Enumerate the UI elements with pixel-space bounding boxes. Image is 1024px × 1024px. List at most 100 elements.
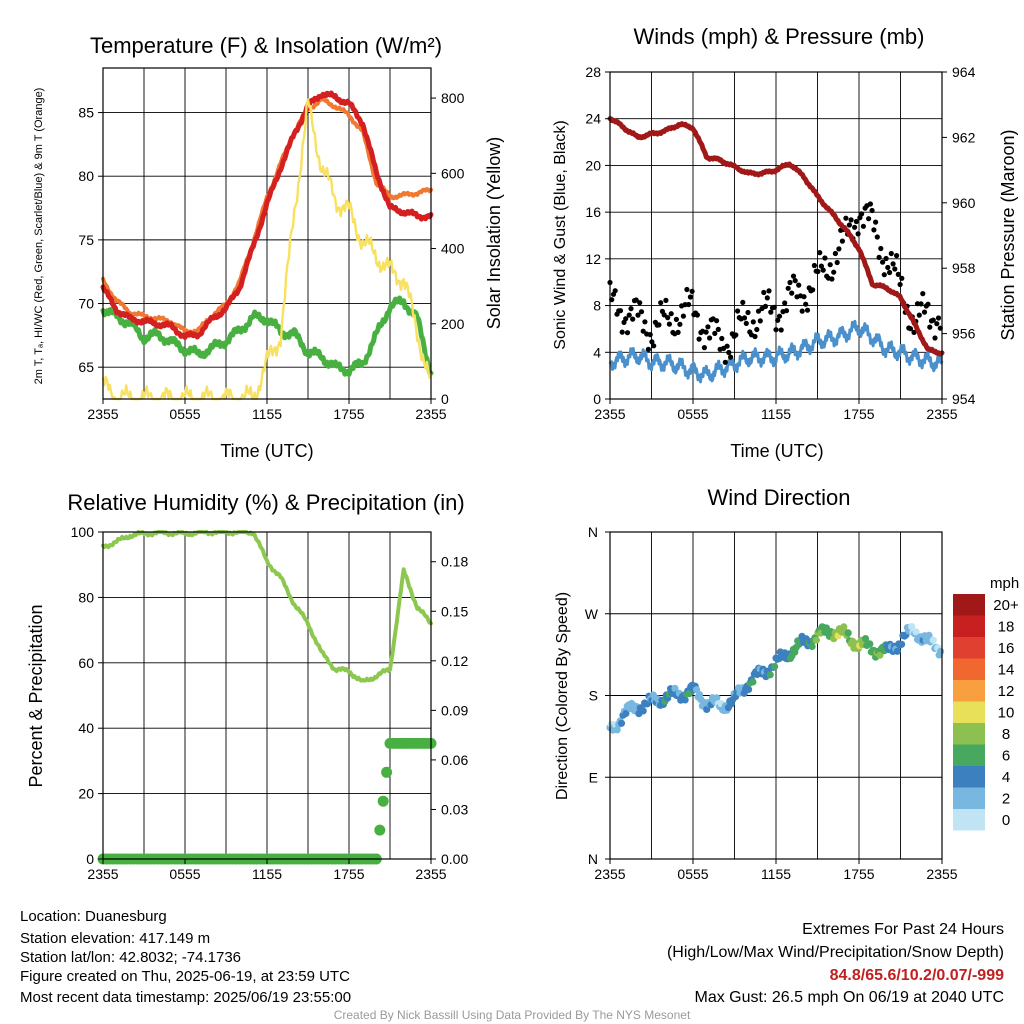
gust-point [684, 286, 690, 293]
gust-point [637, 300, 643, 306]
temperature-right-tick-label: 200 [441, 316, 465, 332]
wind-ticks: 2355 0555 1155 1755 235504812162024289549569… [585, 64, 975, 422]
latlon-text: Station lat/lon: 42.8032; -74.1736 [20, 949, 241, 966]
sonic-wind-line [608, 319, 944, 384]
gust-point [689, 288, 695, 294]
gust-point [801, 294, 807, 300]
legend-swatch [953, 615, 985, 637]
gust-point [867, 201, 874, 207]
gust-point [920, 291, 926, 297]
humidity-x-tick-label: 1155 [252, 866, 282, 882]
gust-point [612, 288, 618, 294]
gust-point [848, 217, 854, 223]
temperature-right-tick-label: 800 [441, 90, 465, 106]
wind-right-tick-label: 964 [952, 64, 976, 80]
gust-point [778, 327, 784, 333]
humidity-y-tick-label: 100 [71, 524, 95, 540]
gust-point [787, 279, 793, 286]
gust-point [907, 326, 914, 332]
gust-point [815, 268, 821, 275]
wind-y-tick-label: 20 [585, 157, 601, 173]
gust-point [773, 327, 779, 333]
direction-series [606, 623, 945, 734]
wind-y-tick-label: 8 [593, 298, 601, 314]
wind-right-tick-label: 960 [952, 195, 976, 211]
legend-label: 18 [998, 619, 1015, 636]
temperature-right-label: Solar Insolation (Yellow) [484, 137, 504, 329]
direction-y-tick-label: S [589, 688, 598, 704]
legend-label: 16 [998, 640, 1015, 657]
humidity-grid [103, 531, 431, 860]
direction-point [812, 636, 821, 644]
gust-point [871, 227, 877, 233]
wind-series [607, 116, 945, 384]
temperature-red-line [100, 90, 434, 340]
legend-swatch [953, 594, 985, 616]
gust-point [715, 326, 721, 332]
temperature-panel: Temperature (F) & Insolation (W/m²) 2355… [33, 33, 504, 461]
direction-point [671, 684, 679, 693]
precipitation-point [374, 824, 386, 836]
humidity-right-tick-label: 0.06 [441, 752, 468, 768]
wind-y-tick-label: 28 [585, 64, 601, 80]
gust-point [836, 246, 842, 252]
wind-title: Winds (mph) & Pressure (mb) [634, 24, 925, 49]
wind-right-label: Station Pressure (Maroon) [998, 129, 1018, 340]
legend-swatch [953, 723, 985, 745]
gust-point [866, 216, 872, 222]
wind-x-tick-label: 2355 [594, 406, 625, 422]
gust-point [651, 343, 657, 349]
gust-point [645, 346, 652, 352]
gust-point [783, 308, 790, 314]
gust-point [895, 271, 901, 277]
location-text: Location: Duanesburg [20, 908, 167, 925]
gust-point [934, 321, 940, 327]
extremes-values: 84.8/65.6/10.2/0.07/-999 [830, 967, 1004, 984]
gust-point [892, 266, 898, 272]
direction-y-tick-label: W [585, 606, 599, 622]
humidity-x-tick-label: 2355 [87, 866, 118, 882]
gust-point [735, 308, 741, 314]
extremes-title: Extremes For Past 24 Hours [802, 921, 1004, 938]
direction-point [929, 636, 937, 644]
humidity-x-tick-label: 2355 [415, 866, 446, 882]
legend-label: 20+ [993, 597, 1019, 614]
gust-point [755, 308, 762, 314]
gust-point [687, 294, 694, 300]
gust-point [677, 321, 683, 327]
gust-point [887, 269, 893, 276]
wind-right-tick-label: 958 [952, 260, 976, 276]
gust-point [740, 299, 746, 305]
humidity-y-tick-label: 60 [78, 655, 94, 671]
gust-point [666, 321, 673, 327]
legend-label: 4 [1002, 769, 1010, 786]
temperature-right-tick-label: 400 [441, 241, 465, 257]
temperature-y-tick-label: 75 [78, 232, 94, 248]
gust-point [686, 301, 692, 308]
gust-point [728, 354, 734, 360]
temperature-right-tick-label: 0 [441, 391, 449, 407]
wind-y-tick-label: 0 [593, 391, 601, 407]
gust-point [855, 231, 861, 237]
gust-point [822, 255, 828, 261]
wind-y-label: Sonic Wind & Gust (Blue, Black) [552, 120, 569, 349]
gust-point [694, 312, 701, 318]
gust-point [750, 319, 756, 325]
gust-point [888, 250, 894, 257]
gust-point [930, 317, 936, 323]
direction-point [808, 642, 816, 651]
created-text: Figure created on Thu, 2025-06-19, at 23… [20, 968, 350, 985]
gust-point [829, 276, 835, 282]
humidity-right-tick-label: 0.18 [441, 554, 468, 570]
gust-point [743, 320, 749, 326]
temperature-x-tick-label: 2355 [87, 406, 118, 422]
gust-point [635, 312, 641, 318]
humidity-right-tick-label: 0.15 [441, 603, 468, 619]
direction-point [844, 629, 852, 637]
gust-point [790, 273, 797, 279]
direction-y-tick-label: E [589, 769, 598, 785]
gust-point [897, 281, 903, 288]
gust-point [696, 336, 702, 342]
gust-point [881, 272, 887, 278]
gust-point [878, 245, 884, 252]
